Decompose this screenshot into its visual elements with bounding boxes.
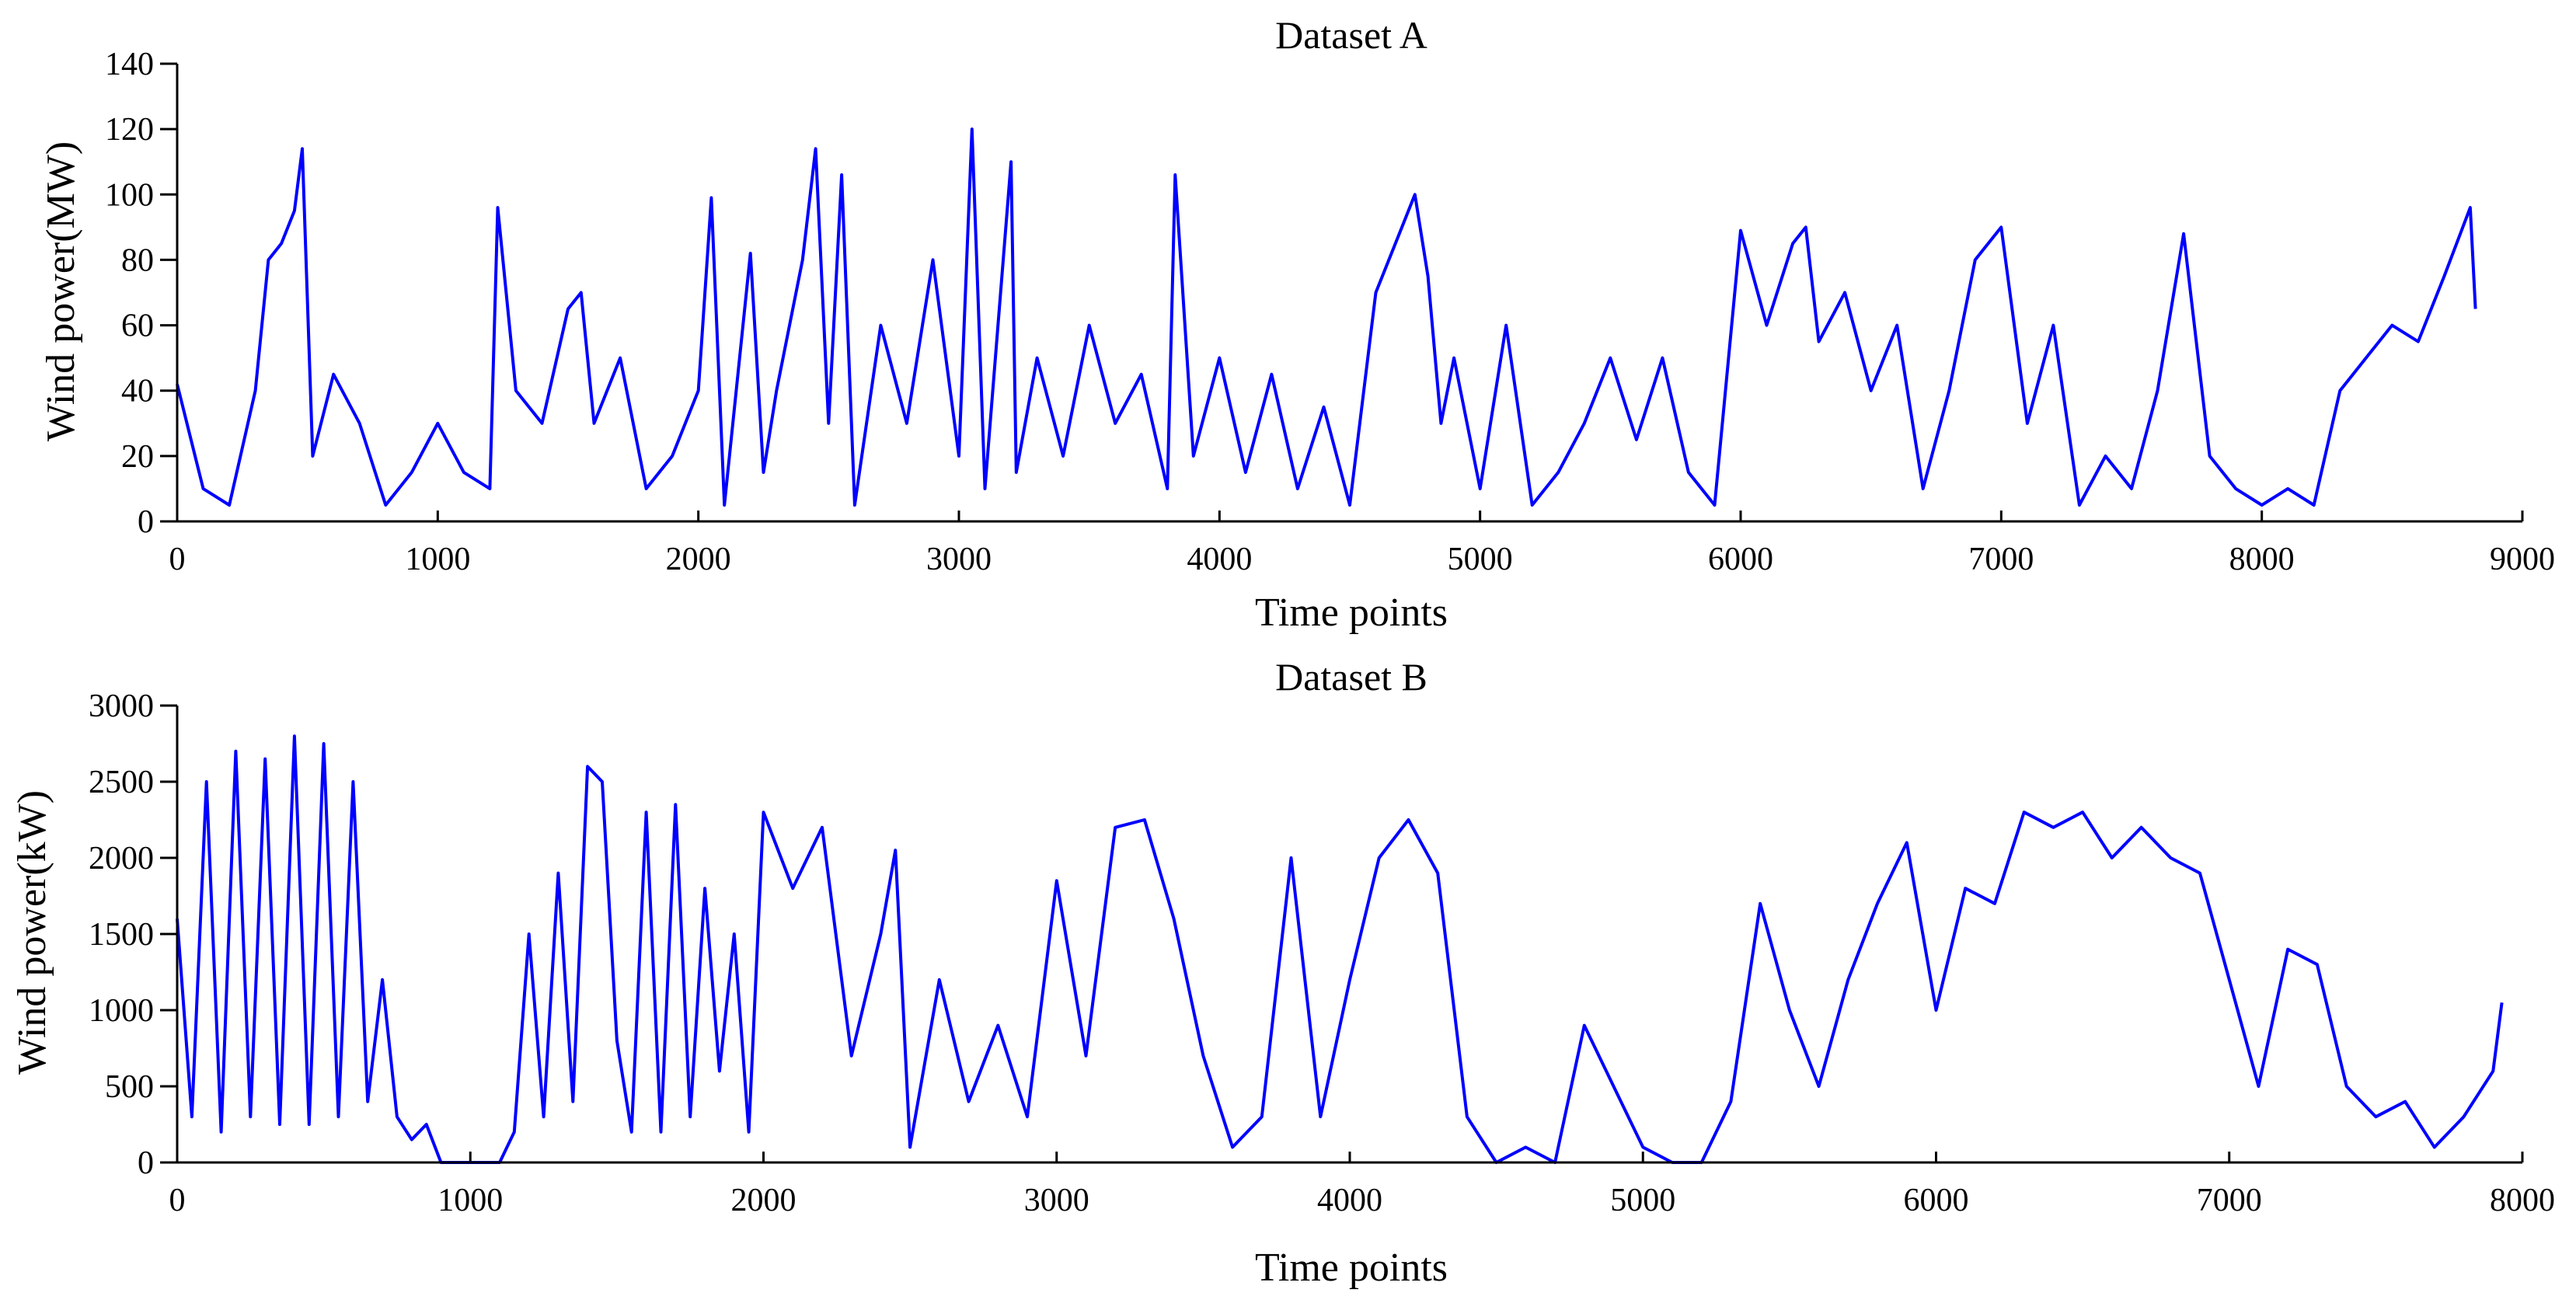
x-tick-label-a-1: 1000 [405,542,470,577]
x-tick-label-a-6: 6000 [1708,542,1773,577]
x-tick-label-a-7: 7000 [1968,542,2034,577]
y-axis-label-b: Wind power(kW) [10,790,54,1075]
y-tick-label-b-6: 3000 [89,688,154,724]
y-tick-label-a-4: 80 [121,242,154,278]
y-tick-label-a-0: 0 [138,504,154,540]
chart-title-a: Dataset A [1275,13,1427,57]
y-tick-label-b-2: 1000 [89,993,154,1029]
x-tick-label-b-1: 1000 [437,1183,503,1218]
x-tick-label-a-0: 0 [169,542,186,577]
x-tick-label-b-2: 2000 [731,1183,797,1218]
x-tick-label-a-9: 9000 [2490,542,2555,577]
y-tick-label-a-2: 40 [121,374,154,410]
x-tick-label-a-2: 2000 [666,542,731,577]
x-axis-label-b: Time points [1255,1246,1448,1290]
x-tick-label-b-3: 3000 [1024,1183,1089,1218]
x-tick-label-a-5: 5000 [1448,542,1513,577]
y-tick-label-b-1: 500 [105,1069,154,1105]
y-tick-label-b-0: 0 [138,1145,154,1181]
y-tick-label-b-3: 1500 [89,917,154,953]
x-tick-label-a-3: 3000 [926,542,992,577]
series-line-a-0 [176,127,2477,507]
y-tick-label-a-7: 140 [105,47,154,82]
plot-area-a: 0 20 40 60 80 100 120 140 0 1000 2000 3000 4000 5000 6… [105,47,2555,577]
x-tick-label-a-8: 8000 [2229,542,2295,577]
chart-dataset-a: Dataset A Wind power(MW) Time points 0 20… [39,13,2555,635]
y-tick-label-a-6: 120 [105,112,154,148]
y-tick-label-b-5: 2500 [89,765,154,800]
chart-title-b: Dataset B [1275,655,1427,699]
y-tick-label-a-5: 100 [105,177,154,213]
x-tick-label-b-5: 5000 [1610,1183,1675,1218]
y-tick-label-a-3: 60 [121,308,154,344]
y-axis-label-a: Wind power(MW) [39,141,83,441]
y-tick-label-b-4: 2000 [89,841,154,877]
chart-dataset-b: Dataset B Wind power(kW) Time points 0 50… [10,655,2555,1290]
x-tick-label-a-4: 4000 [1187,542,1252,577]
x-axis-label-a: Time points [1255,591,1448,635]
y-tick-label-a-1: 20 [121,439,154,475]
plot-area-b: 0 500 1000 1500 2000 2500 3000 0 1000 2000 3000 400… [89,688,2555,1218]
x-tick-label-b-4: 4000 [1317,1183,1382,1218]
x-tick-label-b-6: 6000 [1904,1183,1969,1218]
x-tick-label-b-8: 8000 [2490,1183,2555,1218]
x-tick-label-b-7: 7000 [2197,1183,2262,1218]
series-line-b-0 [176,734,2504,1164]
x-tick-label-b-0: 0 [169,1183,186,1218]
